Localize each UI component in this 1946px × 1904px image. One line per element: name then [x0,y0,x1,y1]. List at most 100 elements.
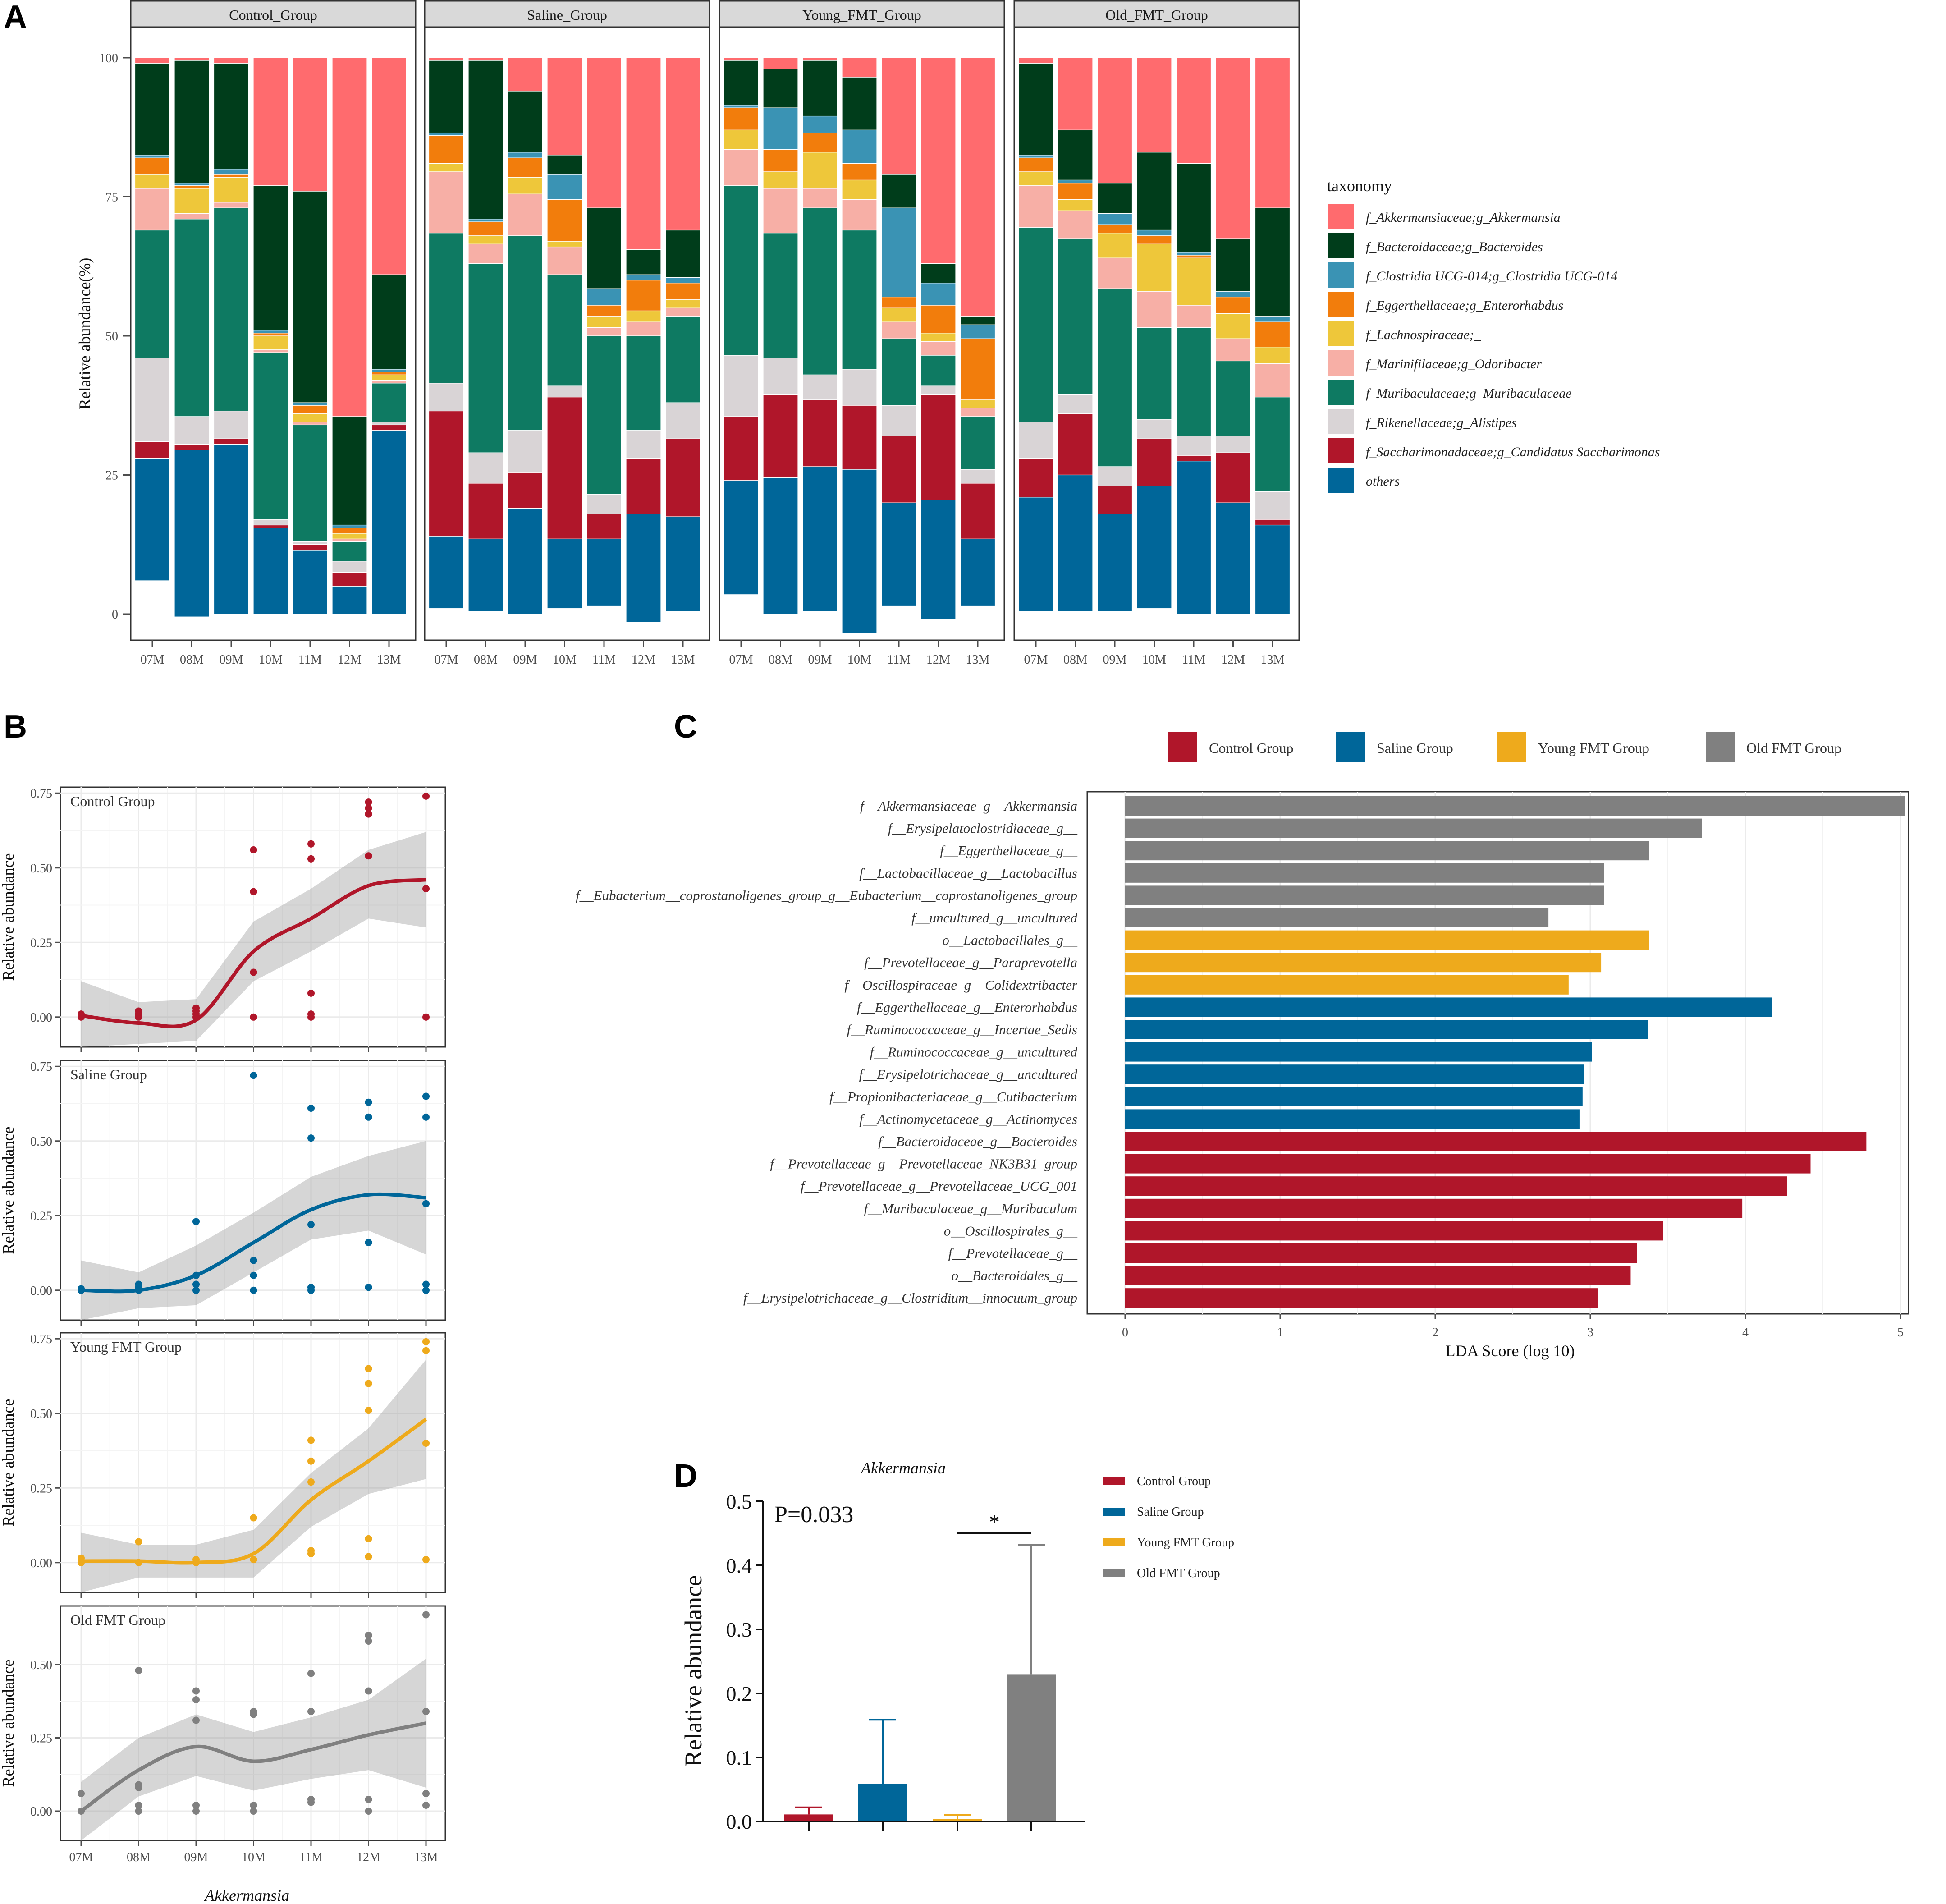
panel-a-bar-segment [507,508,543,615]
panel-a-bar-segment [213,207,249,412]
panel-b-data-point [250,1514,257,1522]
panel-a-bar-segment [1097,288,1133,467]
panel-b-data-point [365,1687,372,1695]
panel-a-bar-segment [371,274,407,370]
panel-a-bar-segment [920,305,956,334]
panel-b-data-point [250,888,257,895]
panel-b-y-tick-label: 0.00 [30,1011,52,1025]
panel-b-data-point [365,1808,372,1815]
panel-a-x-tick-label: 13M [671,653,695,667]
panel-d-akkermansia-bar-chart: Akkermansia 0.0 0.1 0.2 0.3 0.4 0.5 Relative ab… [680,1459,1234,1833]
panel-a-bar-segment [213,438,249,445]
panel-b-data-point [365,1407,372,1414]
panel-a-bar-segment [960,483,996,540]
panel-a-bar-segment [332,524,367,528]
panel-a-bar-segment [842,469,877,634]
panel-a-bar-segment [802,60,838,117]
panel-a-bar-segment [1136,291,1172,328]
panel-d-legend-label: Young FMT Group [1137,1536,1234,1550]
panel-b-data-point [422,1338,430,1345]
panel-a-bar-segment [920,500,956,620]
panel-a-bar-segment [626,430,661,459]
panel-a-bar-segment [253,524,288,528]
panel-a-bar-segment [1176,436,1212,456]
panel-b-confidence-band [81,1359,426,1592]
panel-a-x-tick-label: 11M [298,653,322,667]
panel-a-bar-segment [1018,155,1054,158]
panel-a-bar-segment [547,274,582,386]
panel-a-y-tick-label: 50 [105,330,118,344]
panel-b-data-point [307,1286,315,1294]
panel-a-x-tick-label: 11M [1182,653,1205,667]
panel-b-data-point [250,1072,257,1079]
panel-a-x-tick-label: 10M [847,653,871,667]
panel-a-bar-segment [763,188,798,234]
panel-a-bar-segment [881,207,917,298]
panel-a-bar-segment [802,188,838,208]
panel-a-bar-segment [1176,255,1212,258]
panel-c-x-axis-title: LDA Score (log 10) [1446,1342,1575,1360]
panel-b-data-point [307,840,315,848]
panel-d-bar [933,1819,982,1821]
panel-b-data-point [250,1013,257,1021]
panel-a-bar-segment [1097,466,1133,486]
panel-a-bar-segment [763,69,798,108]
panel-b-x-tick-label: 13M [414,1850,438,1864]
panel-a-bar-segment [723,129,759,150]
panel-a-bar-segment [253,185,288,331]
panel-a-x-tick-label: 10M [259,653,283,667]
panel-b-data-point [365,1553,372,1560]
panel-a-bar-segment [881,174,917,208]
panel-a-bar-segment [292,541,328,545]
panel-b-y-tick-label: 0.75 [30,787,52,801]
panel-b-data-point [365,804,372,812]
panel-a-bar-segment [960,469,996,484]
panel-a-x-tick-label: 07M [435,653,458,667]
panel-d-title: Akkermansia [860,1459,946,1477]
panel-a-bar-segment [842,77,877,131]
panel-a-bar-segment [842,57,877,78]
panel-a-bar-segment [507,177,543,194]
panel-a-bar-segment [371,57,407,275]
panel-a-legend-label: others [1366,474,1400,489]
panel-a-bar-segment [665,277,701,284]
panel-a-bar-segment [960,57,996,317]
panel-a-legend-label: f_Marinifilaceae;g_Odoribacter [1366,357,1542,372]
panel-a-bar-segment [507,235,543,431]
panel-a-bar-segment [842,229,877,370]
panel-a-bar-segment [881,502,917,606]
panel-a-legend-swatch [1328,321,1354,346]
panel-b-data-point [192,1696,200,1703]
panel-a-bar-segment [332,561,367,573]
panel-c-legend-swatch [1497,732,1526,762]
panel-c-bar [1125,975,1569,995]
panel-a-bar-segment [763,358,798,395]
panel-b-data-point [307,989,315,997]
panel-a-facet-title: Control_Group [229,7,317,23]
panel-a-bar-segment [920,341,956,356]
panel-a-bar-segment [1136,235,1172,244]
panel-a-bar-segment [665,402,701,439]
panel-b-data-point [307,1104,315,1112]
panel-b-data-point [192,1010,200,1018]
panel-c-legend-swatch [1706,732,1735,762]
panel-a-bar-segment [763,477,798,615]
panel-c-legend-swatch [1168,732,1197,762]
panel-a-bar-segment [213,444,249,615]
panel-a-facet-title: Saline_Group [527,7,607,23]
panel-a-bar-segment [1176,257,1212,306]
panel-a-bar-segment [371,383,407,422]
panel-a-bar-segment [371,424,407,431]
panel-a-bar-segment [371,430,407,615]
panel-a-bar-segment [1058,57,1093,131]
panel-d-legend-swatch [1103,1538,1125,1546]
panel-a-bar-segment [428,536,464,609]
panel-b-data-point [250,1802,257,1809]
panel-a-bar-segment [1018,63,1054,156]
panel-b-facet-title: Young FMT Group [70,1339,182,1355]
panel-d-y-axis-title: Relative abundance [680,1575,707,1766]
panel-c-taxon-label: f__Prevotellaceae_g__ [948,1245,1078,1261]
panel-a-bar-segment [1018,422,1054,459]
panel-a-bar-segment [1097,514,1133,612]
panel-a-bar-segment [174,183,210,186]
